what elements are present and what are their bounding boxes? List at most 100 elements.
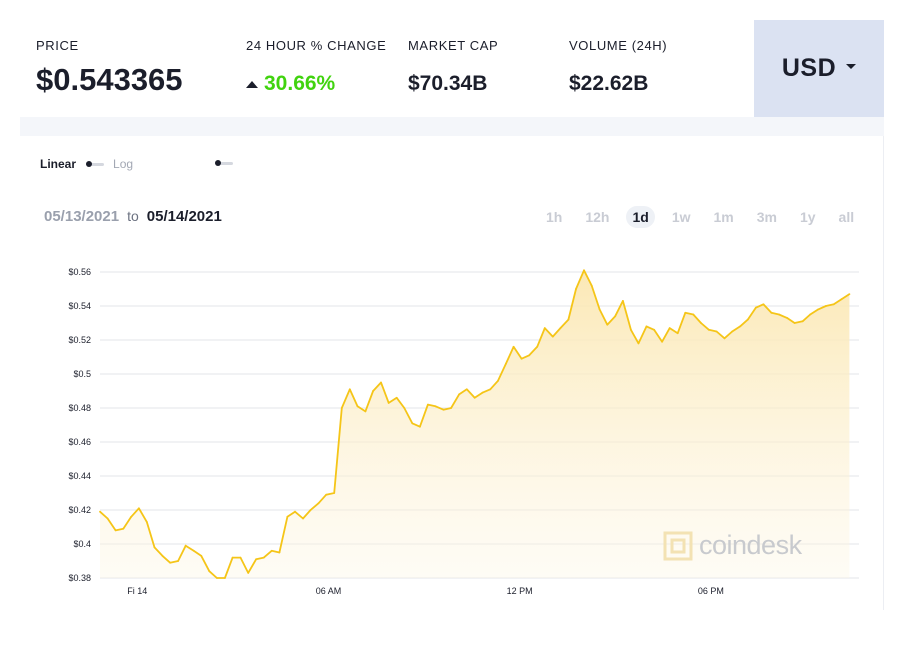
time-range-1m[interactable]: 1m (713, 209, 734, 225)
price-point (325, 493, 328, 496)
price-point (356, 405, 359, 408)
volume-label: VOLUME (24H) (569, 38, 668, 53)
price-point (614, 315, 617, 318)
up-arrow-icon (246, 80, 258, 88)
time-range-1w[interactable]: 1w (671, 209, 691, 225)
toggle-knob (86, 161, 93, 167)
price-point (653, 328, 655, 331)
price-point (302, 517, 304, 520)
price-point (723, 337, 726, 340)
price-point (848, 293, 851, 295)
price-point (512, 345, 515, 348)
y-tick-label: $0.4 (73, 539, 91, 549)
toggle-knob (215, 160, 221, 166)
price-point (505, 362, 507, 365)
price-point (708, 328, 710, 331)
x-axis: Fi 14 06 AM 12 PM 06 PM (127, 586, 724, 596)
y-tick-label: $0.46 (68, 437, 91, 447)
currency-select[interactable]: USD (754, 20, 884, 117)
price-point (340, 407, 343, 409)
price-point (832, 303, 835, 306)
time-range-1h[interactable]: 1h (546, 209, 563, 225)
market-cap-label: MARKET CAP (408, 38, 499, 53)
scale-log-option[interactable]: Log (113, 157, 134, 171)
y-tick-label: $0.44 (68, 471, 91, 481)
price-point (598, 308, 601, 311)
price-point (427, 403, 429, 406)
price-point (575, 288, 577, 290)
secondary-toggle[interactable] (215, 160, 233, 166)
change-value: 30.66% (246, 72, 335, 96)
price-point (536, 345, 539, 348)
volume-value: $22.62B (569, 72, 649, 95)
price-area (100, 270, 850, 578)
price-points (99, 269, 851, 579)
price-point (520, 357, 523, 360)
price-point (286, 515, 289, 518)
price-chart: $0.56 $0.54 $0.52 $0.5 $0.48 $0.46 $0.44 $0.42 $… (68, 267, 859, 596)
price-point (637, 342, 640, 345)
price-point (294, 510, 296, 513)
price-point (317, 502, 320, 505)
currency-label: USD (781, 54, 837, 82)
price-point (731, 330, 734, 333)
price-point (114, 529, 117, 532)
price-point (676, 332, 679, 335)
price-point (700, 322, 702, 324)
price-point (762, 303, 765, 306)
date-to-word: to (127, 208, 139, 224)
price-point (161, 555, 164, 557)
price-point (434, 405, 437, 408)
time-range-12h[interactable]: 12h (585, 209, 610, 225)
price-point (622, 300, 624, 302)
price-point (567, 318, 570, 321)
price-point (216, 577, 218, 579)
price-point (364, 410, 367, 413)
price-point (590, 284, 593, 287)
y-tick-label: $0.52 (68, 335, 91, 345)
price-point (668, 327, 671, 329)
price-point (411, 422, 414, 425)
stats-divider (20, 117, 884, 136)
price-point (208, 570, 211, 573)
time-range-all[interactable]: all (838, 209, 855, 225)
price-point (99, 510, 101, 513)
price-point (309, 509, 312, 511)
scale-linear-option[interactable]: Linear (40, 157, 77, 171)
scale-switch: Linear Log (40, 156, 133, 172)
price-point (200, 555, 203, 557)
time-range-1y[interactable]: 1y (799, 209, 816, 225)
date-from[interactable]: 05/13/2021 (44, 208, 120, 225)
price-point (270, 549, 273, 552)
price-point (528, 354, 531, 357)
price-point (825, 305, 827, 307)
price-point (239, 556, 242, 559)
time-range-3m[interactable]: 3m (756, 209, 777, 225)
scale-toggle[interactable] (86, 161, 105, 167)
price-point (715, 330, 718, 333)
stats-bar: PRICE $0.543365 24 HOUR % CHANGE 30.66% … (20, 20, 884, 117)
price-point (770, 311, 773, 314)
price-point (442, 408, 445, 411)
price-point (231, 556, 234, 559)
price-point (380, 381, 382, 384)
y-tick-label: $0.48 (68, 403, 91, 413)
x-tick-label: 06 AM (316, 586, 342, 596)
price-point (192, 549, 195, 552)
price-point (177, 560, 180, 562)
price-point (778, 313, 780, 316)
price-point (473, 396, 476, 399)
toggle-track (86, 163, 105, 166)
time-range-1d[interactable]: 1d (626, 206, 655, 228)
price-point (543, 327, 546, 329)
price-point (754, 306, 757, 309)
time-range-tabs: 1h 12h 1d 1w 1m 3m 1y all (540, 205, 871, 229)
price-point (645, 325, 648, 328)
price-point (746, 318, 749, 321)
y-tick-label: $0.5 (73, 369, 91, 379)
price-point (692, 313, 695, 316)
price-point (278, 551, 281, 554)
price-point (661, 340, 663, 343)
coindesk-watermark: coindesk (663, 530, 802, 561)
date-to[interactable]: 05/14/2021 (146, 208, 222, 225)
